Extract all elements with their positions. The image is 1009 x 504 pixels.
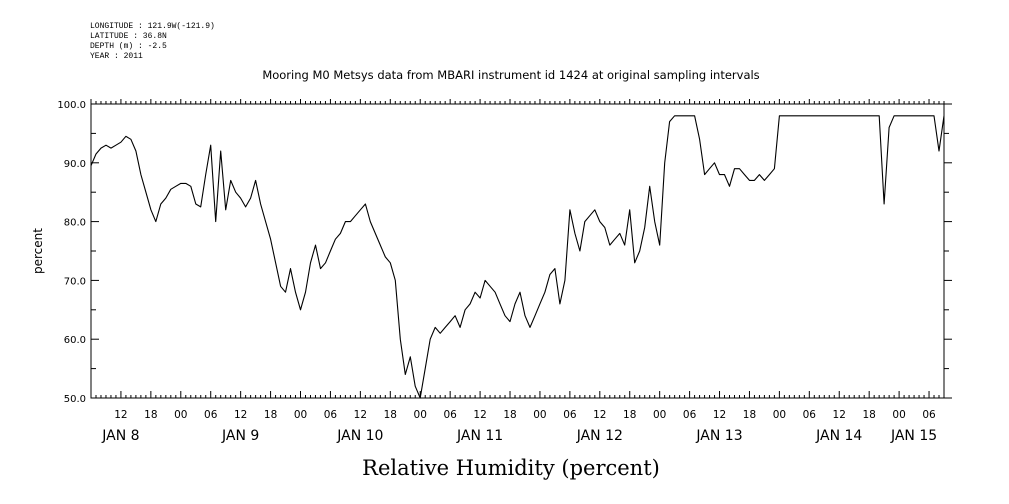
x-hour-label: 12	[713, 409, 726, 421]
x-hour-label: 18	[503, 409, 516, 421]
x-hour-label: 00	[653, 409, 666, 421]
x-hour-label: 12	[593, 409, 606, 421]
x-hour-label: 06	[922, 409, 936, 421]
meta-longitude: LONGITUDE : 121.9W(-121.9)	[90, 22, 215, 31]
series-line-0	[90, 115, 945, 399]
x-hour-label: 18	[623, 409, 636, 421]
x-hour-label: 06	[443, 409, 457, 421]
x-hour-label: 18	[743, 409, 756, 421]
y-tick-label: 90.0	[64, 159, 86, 170]
x-hour-label: 06	[563, 409, 577, 421]
x-hour-label: 12	[833, 409, 846, 421]
meta-depth: DEPTH (m) : -2.5	[90, 42, 167, 51]
x-hour-label: 00	[773, 409, 786, 421]
y-tick-label: 50.0	[64, 394, 86, 405]
x-hour-label: 18	[144, 409, 157, 421]
x-hour-label: 18	[384, 409, 397, 421]
x-hour-label: 12	[234, 409, 247, 421]
x-hour-label: 18	[862, 409, 875, 421]
x-day-label: JAN 13	[695, 428, 742, 444]
x-day-label: JAN 11	[456, 428, 503, 444]
x-hour-label: 00	[414, 409, 427, 421]
chart-title: Mooring M0 Metsys data from MBARI instru…	[262, 68, 759, 82]
y-tick-label: 60.0	[64, 335, 86, 346]
x-hour-label: 06	[324, 409, 338, 421]
x-day-label: JAN 15	[890, 428, 937, 444]
meta-latitude: LATITUDE : 36.8N	[90, 32, 167, 41]
x-hour-label: 12	[354, 409, 367, 421]
x-axis: 12 18 00 06 12 18 00 06 12 18 00 06 12 18 00 06 12 18 00 06…	[90, 99, 945, 444]
x-day-label: JAN 8	[101, 428, 139, 444]
x-axis-label: Relative Humidity (percent)	[362, 456, 660, 480]
x-day-label: JAN 9	[221, 428, 259, 444]
x-day-label: JAN 14	[815, 428, 862, 444]
y-tick-label: 100.0	[57, 100, 86, 111]
meta-year: YEAR : 2011	[90, 52, 143, 61]
x-day-label: JAN 10	[336, 428, 383, 444]
x-hour-label: 00	[174, 409, 187, 421]
x-hour-label: 00	[892, 409, 905, 421]
x-hour-label: 00	[533, 409, 546, 421]
x-hour-label: 12	[473, 409, 486, 421]
plot-frame	[90, 103, 945, 399]
x-hour-label: 06	[803, 409, 817, 421]
y-axis: 50.0 60.0 70.0 80.0 90.0 100.0	[57, 100, 952, 405]
x-hour-label: 12	[114, 409, 127, 421]
series-layer	[90, 115, 945, 399]
x-hour-label: 18	[264, 409, 277, 421]
x-hour-label: 06	[204, 409, 218, 421]
x-hour-label: 06	[683, 409, 697, 421]
x-hour-label: 00	[294, 409, 307, 421]
y-tick-label: 70.0	[64, 276, 86, 287]
x-day-label: JAN 12	[576, 428, 623, 444]
y-tick-label: 80.0	[64, 218, 86, 229]
y-axis-label: percent	[31, 228, 45, 274]
